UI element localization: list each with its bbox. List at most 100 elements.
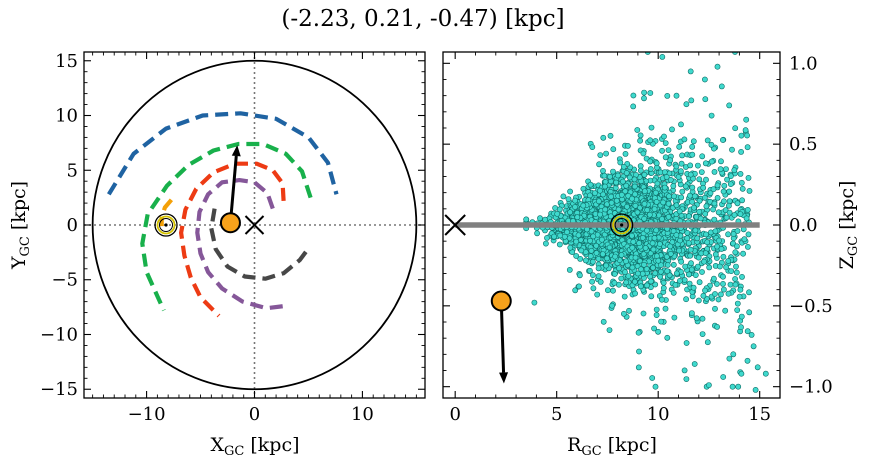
field-star [641, 261, 647, 268]
field-star [574, 214, 581, 221]
field-star [677, 277, 683, 284]
x-tick-label: 10 [351, 404, 374, 425]
field-star [641, 89, 647, 96]
y-tick-label: −15 [40, 379, 78, 400]
field-star [710, 206, 716, 213]
spiral-arm-5 [195, 178, 285, 311]
field-star [601, 172, 608, 179]
field-star [672, 281, 679, 288]
field-star [706, 264, 713, 271]
field-star [744, 328, 751, 335]
field-star [640, 310, 647, 317]
field-star [632, 191, 638, 198]
field-star [623, 170, 630, 176]
field-star [610, 146, 617, 153]
field-star [664, 262, 671, 268]
sun-outer-ring [154, 213, 178, 237]
field-star [607, 132, 614, 139]
field-star [732, 125, 739, 132]
field-star [710, 186, 717, 193]
field-star [683, 376, 690, 382]
field-star [655, 328, 661, 335]
field-star [739, 197, 745, 204]
field-star [746, 289, 752, 296]
field-star [688, 97, 695, 104]
field-star [703, 176, 709, 183]
field-star [689, 184, 696, 191]
field-star [738, 132, 745, 139]
field-star [699, 315, 706, 322]
field-star [737, 211, 744, 217]
field-star [712, 291, 718, 297]
field-star [744, 144, 751, 151]
field-star [716, 237, 722, 244]
field-star [567, 209, 573, 216]
field-star [708, 141, 715, 148]
field-star [699, 269, 705, 275]
y-tick-label: 1.0 [789, 53, 818, 74]
field-star [670, 289, 677, 296]
field-star [544, 234, 550, 241]
spiral-arm-2 [140, 141, 313, 312]
field-star [678, 168, 684, 175]
field-star [724, 176, 730, 183]
field-star [587, 181, 594, 188]
field-star [702, 194, 708, 201]
y-tick-label: 10 [55, 106, 78, 127]
field-star [666, 193, 672, 200]
field-star [714, 63, 721, 70]
field-star [715, 209, 722, 216]
field-star [706, 382, 712, 388]
field-star [573, 253, 580, 259]
y-tick-label: 0.5 [789, 134, 818, 155]
field-stars [523, 52, 769, 393]
field-star [595, 273, 602, 280]
field-star [726, 355, 733, 362]
field-star [622, 269, 628, 275]
field-star [729, 383, 736, 390]
field-star [721, 198, 727, 205]
field-star [594, 291, 601, 298]
field-star [702, 96, 709, 103]
field-star [730, 240, 736, 247]
field-star [722, 307, 729, 314]
field-star [691, 361, 698, 367]
galactic-center-marker [244, 215, 265, 235]
figure-title: (-2.23, 0.21, -0.47) [kpc] [281, 6, 564, 32]
field-star [731, 212, 738, 218]
field-star [734, 200, 741, 207]
field-star [673, 163, 680, 170]
field-star [658, 268, 664, 275]
field-star [602, 183, 608, 190]
field-star [687, 171, 694, 178]
right-xlabel: RGC [kpc] [567, 434, 657, 459]
field-star [732, 249, 739, 256]
field-star [622, 150, 629, 157]
field-star [597, 211, 603, 218]
field-star [595, 255, 602, 262]
field-star [648, 278, 654, 285]
field-star [678, 194, 685, 201]
field-star [673, 232, 680, 238]
field-star [675, 174, 682, 180]
field-star [618, 252, 625, 258]
field-star [691, 193, 698, 200]
field-star [625, 273, 632, 279]
field-star [738, 179, 745, 186]
field-star [608, 199, 615, 206]
field-star [708, 158, 715, 165]
field-star [641, 95, 647, 102]
sun-yellow-ring [612, 215, 632, 235]
field-star [715, 296, 722, 303]
field-star [695, 263, 701, 270]
field-star [653, 160, 660, 167]
field-star [647, 90, 654, 96]
field-star [643, 265, 650, 272]
field-star [641, 215, 648, 222]
field-star [739, 185, 746, 192]
field-star [707, 190, 714, 196]
arrow-shaft [228, 155, 238, 223]
field-star [745, 231, 752, 238]
field-star [617, 159, 624, 166]
field-star [531, 299, 538, 306]
